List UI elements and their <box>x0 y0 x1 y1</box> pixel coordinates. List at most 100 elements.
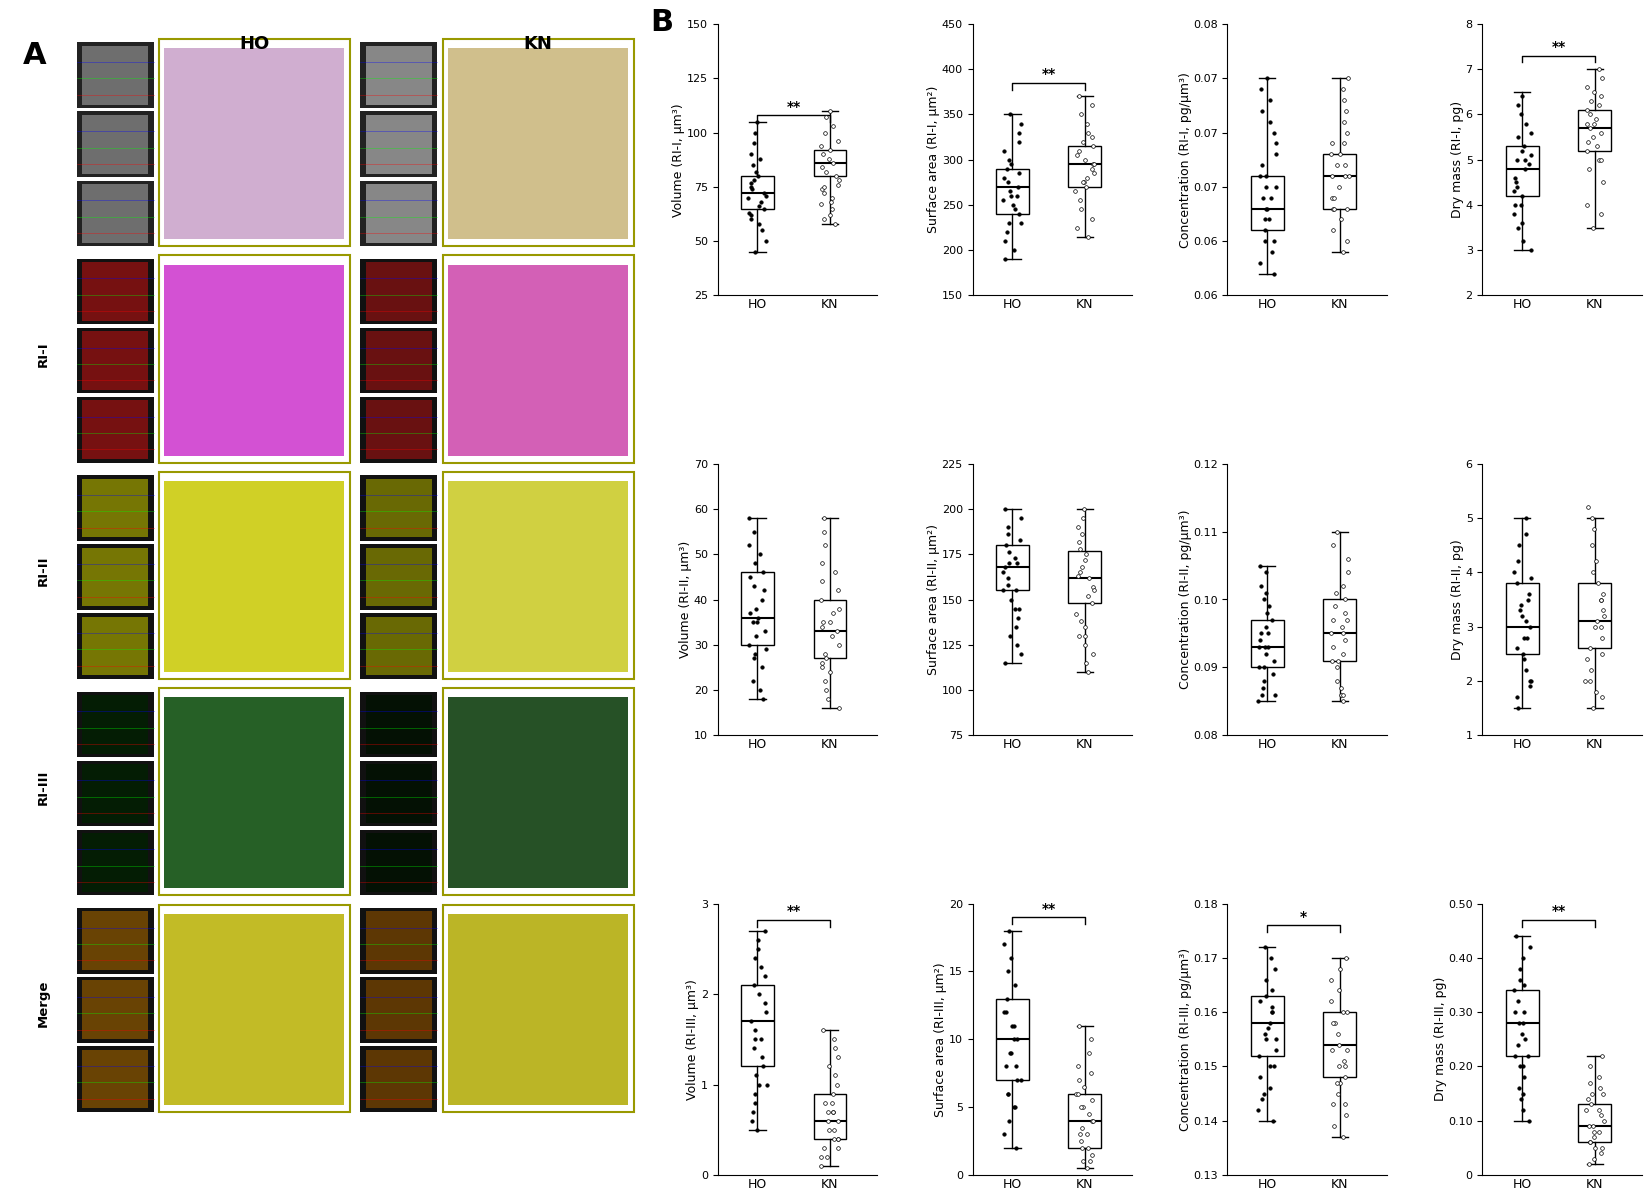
Point <box>749 689 776 709</box>
PathPatch shape <box>1506 146 1538 195</box>
Point <box>1068 611 1094 631</box>
Point <box>825 175 851 194</box>
Point <box>1505 699 1531 718</box>
Point <box>1320 1095 1346 1114</box>
Point <box>1511 159 1538 179</box>
Point <box>1513 114 1539 133</box>
Point <box>1003 1138 1030 1157</box>
Point <box>995 223 1021 242</box>
Bar <box>78 830 153 896</box>
Y-axis label: Surface area (RI-III, μm²): Surface area (RI-III, μm²) <box>934 962 947 1116</box>
Bar <box>360 614 437 679</box>
Point <box>1251 590 1277 609</box>
Point <box>1505 536 1531 555</box>
Point <box>1322 1116 1348 1135</box>
Point <box>1000 1016 1026 1035</box>
Point <box>998 1016 1025 1035</box>
Point <box>1510 231 1536 251</box>
Point <box>1510 86 1536 106</box>
Point <box>1506 601 1533 620</box>
Bar <box>82 548 148 607</box>
Point <box>1068 562 1094 582</box>
Point <box>822 1066 848 1085</box>
Point <box>1251 231 1277 251</box>
Point <box>815 1102 842 1121</box>
Bar <box>82 331 148 390</box>
Point <box>747 957 774 976</box>
Point <box>1335 68 1361 88</box>
Point <box>808 1156 835 1175</box>
Point <box>822 1030 848 1049</box>
Point <box>1510 1084 1536 1103</box>
Point <box>1320 1013 1346 1032</box>
Point <box>810 508 837 528</box>
Point <box>822 562 848 582</box>
Text: **: ** <box>1551 904 1566 918</box>
Point <box>1003 1056 1030 1076</box>
Point <box>1582 109 1609 128</box>
Bar <box>82 400 148 459</box>
Point <box>1325 1024 1351 1043</box>
Point <box>817 140 843 159</box>
Bar <box>442 38 634 246</box>
Point <box>741 170 767 189</box>
Point <box>1500 981 1526 1000</box>
Point <box>1252 1024 1279 1043</box>
Point <box>739 613 766 632</box>
Point <box>747 1030 774 1049</box>
Point <box>817 1120 843 1139</box>
Point <box>825 600 851 619</box>
Point <box>1261 1056 1287 1076</box>
PathPatch shape <box>1069 146 1101 187</box>
Bar <box>165 265 345 456</box>
Bar <box>360 908 437 974</box>
Point <box>1071 1097 1097 1116</box>
Point <box>1256 1079 1282 1098</box>
PathPatch shape <box>1251 996 1284 1055</box>
Point <box>744 939 771 958</box>
Point <box>1252 562 1279 582</box>
Bar <box>360 977 437 1043</box>
Point <box>993 536 1020 555</box>
Point <box>1586 150 1612 169</box>
Point <box>744 608 771 627</box>
Point <box>1503 173 1530 192</box>
Point <box>822 1120 848 1139</box>
Point <box>1074 1138 1101 1157</box>
Point <box>1261 1111 1287 1131</box>
Point <box>1581 1138 1607 1157</box>
Point <box>1515 628 1541 647</box>
PathPatch shape <box>1579 110 1610 151</box>
Bar <box>449 48 629 240</box>
Point <box>736 603 762 622</box>
Point <box>738 567 764 586</box>
Bar <box>366 981 432 1040</box>
Point <box>1505 96 1531 115</box>
Point <box>1333 948 1360 968</box>
Point <box>1072 626 1099 645</box>
Point <box>1254 177 1280 197</box>
PathPatch shape <box>741 986 774 1066</box>
Point <box>1589 1138 1615 1157</box>
Point <box>1262 1041 1289 1060</box>
Point <box>738 210 764 229</box>
Point <box>825 1129 851 1149</box>
Point <box>1589 1144 1615 1163</box>
Bar <box>82 183 148 242</box>
Point <box>810 1020 837 1040</box>
Point <box>813 1147 840 1167</box>
Point <box>1322 597 1348 616</box>
Point <box>1068 540 1094 559</box>
Bar <box>82 911 148 970</box>
Point <box>736 188 762 207</box>
Point <box>741 1030 767 1049</box>
Point <box>1005 132 1031 151</box>
Point <box>1574 650 1600 669</box>
Point <box>741 1038 767 1058</box>
Point <box>1502 1002 1528 1022</box>
Point <box>1252 970 1279 989</box>
Bar <box>82 115 148 174</box>
Point <box>1574 78 1600 97</box>
Point <box>1330 90 1356 109</box>
Bar <box>366 46 432 104</box>
